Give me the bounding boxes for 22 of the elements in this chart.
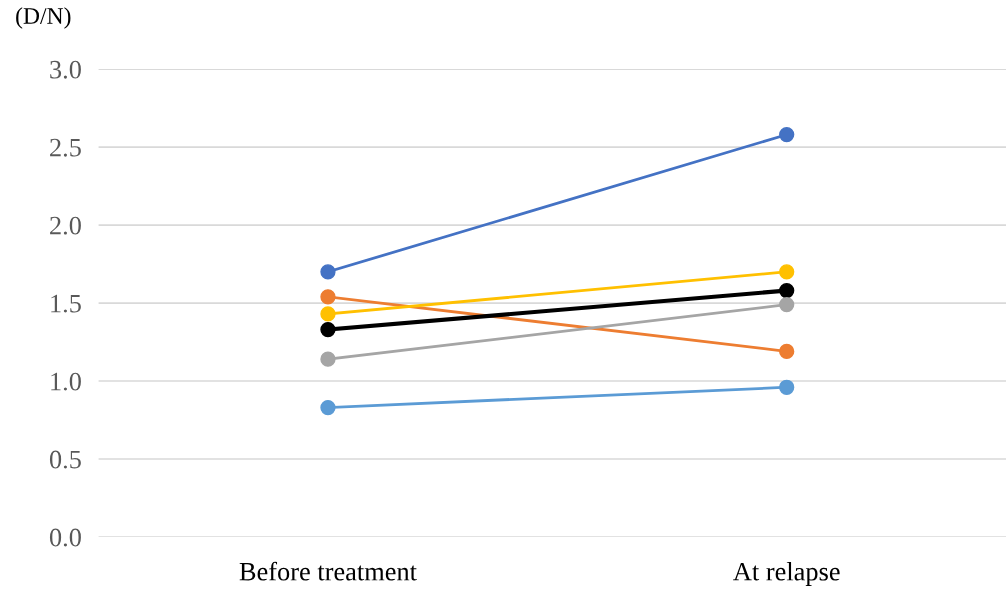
y-tick-label: 1.5 xyxy=(51,294,81,313)
x-tick-label: Before treatment xyxy=(239,561,417,581)
point xyxy=(320,306,336,322)
point xyxy=(320,289,336,305)
x-tick-label: At relapse xyxy=(733,561,840,586)
y-tick-label: 1.0 xyxy=(51,372,81,391)
y-tick-label: 3.0 xyxy=(50,60,81,79)
y-tick-label: 2.0 xyxy=(50,216,81,235)
point xyxy=(779,282,795,299)
point xyxy=(320,264,336,280)
y-tick-label: 0.0 xyxy=(49,528,81,547)
point xyxy=(779,379,795,395)
point xyxy=(779,126,795,143)
point xyxy=(779,296,795,313)
y-axis-title: (D/N) xyxy=(16,7,71,29)
point xyxy=(320,351,336,367)
point xyxy=(320,321,336,338)
point xyxy=(779,264,795,280)
point xyxy=(779,343,795,360)
y-tick-label: 2.5 xyxy=(50,138,81,157)
point xyxy=(320,399,336,416)
y-tick-label: 0.5 xyxy=(49,450,81,469)
